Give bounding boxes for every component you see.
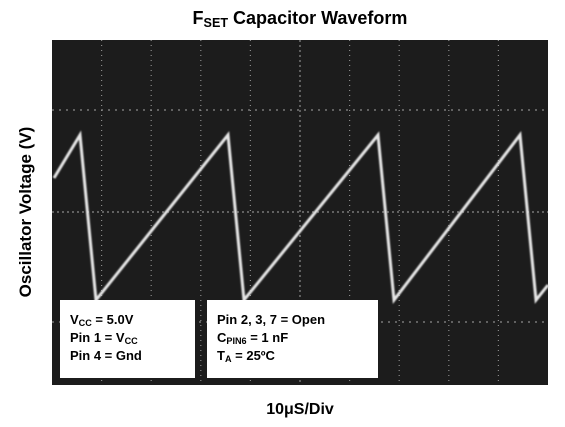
x-axis-label-part: 10μS/Div bbox=[266, 401, 334, 418]
note-text-part: Pin 4 = Gnd bbox=[70, 348, 142, 363]
note-text-part: = 25ºC bbox=[232, 348, 276, 363]
title: FSET Capacitor Waveform bbox=[193, 8, 408, 30]
note-text-part: Pin 1 = V bbox=[70, 330, 125, 345]
scope-grid bbox=[52, 40, 548, 385]
note-text: TA = 25ºC bbox=[217, 348, 276, 364]
note-text: Pin 2, 3, 7 = Open bbox=[217, 312, 325, 327]
y-axis-label: Oscillator Voltage (V) bbox=[16, 127, 35, 298]
note-text-part: V bbox=[70, 312, 79, 327]
x-axis-label: 10μS/Div bbox=[266, 401, 334, 418]
y-axis-label-part: Oscillator Voltage (V) bbox=[16, 127, 35, 298]
note-text: VCC = 5.0V bbox=[70, 312, 134, 328]
note-box bbox=[207, 300, 378, 378]
note-text-part: T bbox=[217, 348, 225, 363]
waveform bbox=[52, 130, 550, 304]
note-text-subscript: PIN6 bbox=[226, 336, 246, 346]
note-text-part: = 1 nF bbox=[247, 330, 289, 345]
note-text-part: Pin 2, 3, 7 = Open bbox=[217, 312, 325, 327]
note-text: CPIN6 = 1 nF bbox=[217, 330, 288, 346]
note-text-subscript: A bbox=[225, 354, 232, 364]
note-text-subscript: CC bbox=[125, 336, 139, 346]
title-subscript: SET bbox=[204, 16, 229, 30]
title-part: F bbox=[193, 8, 204, 28]
note-text: Pin 1 = VCC bbox=[70, 330, 138, 346]
note-text-subscript: CC bbox=[79, 318, 93, 328]
note-box bbox=[60, 300, 195, 378]
note-text: Pin 4 = Gnd bbox=[70, 348, 142, 363]
note-text-part: C bbox=[217, 330, 227, 345]
title-part: Capacitor Waveform bbox=[228, 8, 407, 28]
note-text-part: = 5.0V bbox=[92, 312, 134, 327]
